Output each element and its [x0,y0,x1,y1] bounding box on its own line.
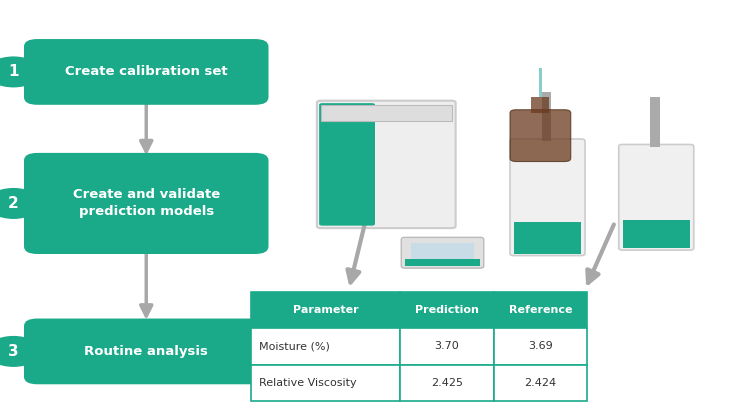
FancyBboxPatch shape [401,237,484,268]
Bar [321,105,452,121]
Text: Moisture (%): Moisture (%) [259,342,330,351]
FancyBboxPatch shape [510,139,585,256]
FancyBboxPatch shape [411,242,474,263]
FancyBboxPatch shape [320,103,375,226]
Text: 1: 1 [8,65,19,79]
Text: 3: 3 [8,344,19,359]
Text: 2.425: 2.425 [430,378,463,388]
Bar [251,365,400,401]
Text: Routine analysis: Routine analysis [84,345,209,358]
Bar [542,92,551,141]
Text: 3.69: 3.69 [528,342,553,351]
Bar [531,97,549,113]
Text: 3.70: 3.70 [434,342,459,351]
Circle shape [0,189,40,218]
Circle shape [0,337,40,366]
Bar [400,292,494,328]
FancyArrow shape [538,68,542,97]
Text: Relative Viscosity: Relative Viscosity [259,378,356,388]
Circle shape [0,57,40,87]
FancyBboxPatch shape [316,101,455,228]
FancyBboxPatch shape [619,144,694,250]
Bar [405,259,480,266]
FancyBboxPatch shape [24,39,268,105]
Bar [400,365,494,401]
Text: Parameter: Parameter [292,305,358,315]
Text: Prediction: Prediction [415,305,478,315]
Text: 2.424: 2.424 [524,378,556,388]
Text: Create calibration set: Create calibration set [65,65,227,79]
Text: Reference: Reference [509,305,572,315]
Bar [622,219,690,248]
Bar [494,328,587,365]
Bar [494,365,587,401]
Bar [400,328,494,365]
Text: Create and validate
prediction models: Create and validate prediction models [73,189,220,218]
FancyBboxPatch shape [510,110,571,162]
Bar [494,292,587,328]
Bar [650,97,660,146]
Bar [251,328,400,365]
Bar [514,222,581,254]
FancyBboxPatch shape [24,153,268,254]
FancyBboxPatch shape [24,319,268,384]
Text: 2: 2 [8,196,19,211]
Bar [251,292,400,328]
